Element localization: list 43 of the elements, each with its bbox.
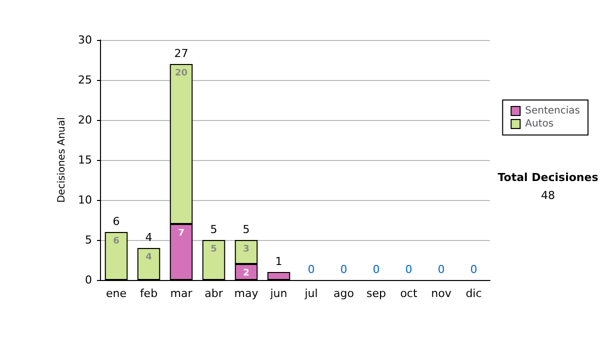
y-tick-label: 0 [85, 274, 92, 286]
total-label: 0 [308, 263, 315, 276]
total-label: 0 [405, 263, 412, 276]
total-label: 27 [174, 47, 188, 60]
y-tick-label: 10 [78, 194, 92, 206]
total-label: 0 [372, 263, 380, 276]
y-axis-title: Decisiones Anual [56, 117, 68, 203]
y-tick-label: 5 [85, 234, 92, 246]
y-tick-label: 30 [78, 34, 92, 46]
x-tick-label: ago [334, 287, 354, 300]
total-label: 0 [438, 263, 445, 276]
x-tick-label: dic [466, 287, 482, 300]
x-tick-label: abr [204, 287, 224, 300]
data-label: 4 [146, 252, 152, 262]
y-tick-label: 15 [78, 154, 92, 166]
x-tick-label: jun [269, 287, 288, 300]
x-tick-label: oct [400, 287, 418, 300]
total-label: 4 [145, 231, 152, 244]
total-label: 6 [112, 215, 120, 228]
data-label: 2 [243, 268, 250, 278]
x-tick-label: jul [304, 287, 318, 300]
text: Total Decisiones [498, 171, 599, 184]
total-label: 5 [210, 223, 218, 236]
data-label: 6 [113, 236, 120, 246]
x-tick-label: sep [366, 287, 386, 300]
text: 48 [541, 189, 555, 202]
data-label: 7 [178, 228, 184, 238]
total-label: 5 [242, 223, 250, 236]
data-label: 5 [210, 244, 217, 254]
x-tick-label: may [234, 287, 259, 300]
data-label: 20 [174, 68, 188, 78]
x-tick-label: ene [106, 287, 127, 300]
x-tick-label: nov [431, 287, 452, 300]
data-label: 3 [243, 244, 250, 254]
legend-label: Autos [525, 118, 554, 130]
x-tick-label: feb [140, 287, 158, 300]
y-tick-label: 20 [78, 114, 92, 126]
total-label: 1 [275, 255, 282, 268]
legend-label: Sentencias [525, 106, 580, 116]
y-tick-label: 25 [78, 74, 92, 86]
total-label: 0 [470, 263, 478, 276]
total-label: 0 [340, 263, 348, 276]
x-tick-label: mar [170, 287, 193, 300]
